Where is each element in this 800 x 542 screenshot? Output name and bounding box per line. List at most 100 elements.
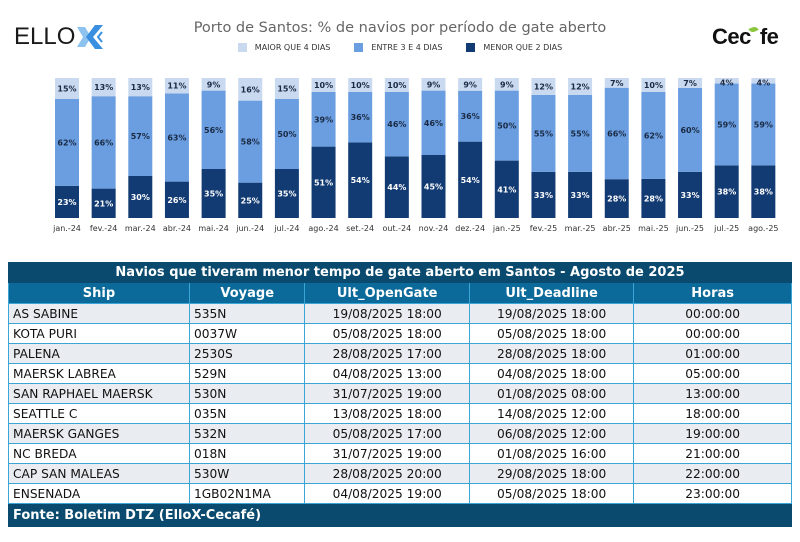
data-label-maior4-jan.-25: 9% [500,80,514,89]
bar-segment-maior4-nov.-24 [421,78,446,91]
x-tick-label-mar.-24: mar.-24 [125,224,156,233]
data-label-entre34-fev.-25: 55% [534,129,553,138]
cell-voyage: 530N [188,383,306,404]
x-tick-label-jun.-25: jun.-25 [675,224,704,233]
cecafe-logo-text-b: fe [759,24,779,49]
table-row: SEATTLE C 035N 13/08/2025 18:00 14/08/2025 … [8,403,792,424]
data-label-entre34-nov.-24: 46% [424,119,443,128]
cell-horas: 21:00:00 [633,443,792,464]
legend-item-entre34: ENTRE 3 E 4 DIAS [354,43,442,52]
cell-horas: 00:00:00 [633,303,792,324]
bar-segment-menor2-mai.-24 [201,169,226,218]
cell-horas: 05:00:00 [633,363,792,384]
x-tick-label-mai.-24: mai.-24 [198,224,229,233]
data-label-entre34-jun.-25: 60% [680,126,699,135]
table-row: CAP SAN MALEAS 530W 28/08/2025 20:00 29/08/… [8,463,792,484]
table-header-row: Ship Voyage Ult_OpenGate Ult_Deadline Horas [8,282,792,304]
x-tick-label-abr.-24: abr.-24 [163,224,191,233]
x-tick-label-jul.-25: jul.-25 [713,224,739,233]
bar-segment-menor2-jul.-24 [274,169,299,218]
bar-segment-maior4-set.-24 [348,78,373,92]
table-row: MAERSK GANGES 532N 05/08/2025 17:00 06/08/2… [8,423,792,444]
bar-segment-entre34-fev.-25 [531,94,556,172]
data-label-maior4-jul.-24: 15% [277,85,296,94]
bar-segment-maior4-mai.-24 [201,78,226,91]
data-label-menor2-abr.-24: 26% [167,196,186,205]
bar-segment-entre34-jan.-24 [55,99,79,186]
cell-voyage: 529N [188,363,306,384]
bar-segment-entre34-jan.-25 [494,90,519,161]
bar-segment-maior4-mar.-24 [128,78,153,97]
bar-segment-entre34-abr.-24 [164,93,189,182]
data-label-entre34-jul.-24: 50% [277,130,296,139]
data-label-maior4-fev.-24: 13% [94,83,113,92]
data-label-entre34-abr.-25: 66% [607,129,626,138]
data-label-maior4-nov.-24: 9% [427,80,441,89]
data-label-menor2-fev.-24: 21% [94,199,113,208]
bar-segment-entre34-jun.-24 [238,100,263,183]
x-tick-label-mar.-25: mar.-25 [565,224,596,233]
bar-segment-entre34-mai.-25 [641,92,666,179]
x-tick-label-set.-24: set.-24 [346,224,374,233]
data-label-menor2-dez.-24: 54% [461,176,480,185]
cell-ship: MAERSK LABREA [8,363,190,384]
bar-segment-menor2-set.-24 [348,142,373,218]
bar-segment-maior4-jul.-25 [714,78,739,84]
cell-ult-deadline: 01/08/2025 08:00 [468,383,635,404]
bar-segment-maior4-jun.-25 [678,78,703,88]
data-label-menor2-nov.-24: 45% [424,183,443,192]
table-row: AS SABINE 535N 19/08/2025 18:00 19/08/2025 … [8,303,792,324]
x-tick-label-mai.-25: mai.-25 [638,224,669,233]
bar-segment-maior4-ago.-24 [311,78,336,92]
data-label-menor2-jul.-25: 38% [717,188,736,197]
data-label-entre34-jun.-24: 58% [241,138,260,147]
data-label-menor2-mar.-25: 33% [571,191,590,200]
cell-ult-opengate: 31/07/2025 19:00 [304,443,470,464]
cell-ult-opengate: 28/08/2025 17:00 [304,343,470,364]
bar-segment-menor2-jul.-25 [714,165,739,218]
cell-ult-opengate: 13/08/2025 18:00 [304,403,470,424]
x-tick-label-nov.-24: nov.-24 [419,224,449,233]
data-label-menor2-jan.-24: 23% [57,198,76,207]
data-label-menor2-jun.-25: 33% [680,191,699,200]
bar-segment-entre34-jun.-25 [678,87,703,172]
bar-segment-maior4-jan.-25 [494,78,519,91]
cell-horas: 13:00:00 [633,383,792,404]
bar-segment-menor2-mai.-25 [641,178,666,218]
cell-horas: 19:00:00 [633,423,792,444]
data-label-menor2-set.-24: 54% [351,176,370,185]
table-row: KOTA PURI 0037W 05/08/2025 18:00 05/08/2025… [8,323,792,344]
cell-ult-deadline: 06/08/2025 12:00 [468,423,635,444]
data-label-entre34-out.-24: 46% [387,120,406,129]
bar-segment-entre34-mar.-24 [128,96,153,176]
legend-swatch-entre34 [354,43,364,52]
data-label-menor2-jan.-25: 41% [497,185,516,194]
data-label-maior4-jun.-24: 16% [241,85,260,94]
bar-segment-entre34-jul.-25 [714,83,739,166]
cell-ult-deadline: 05/08/2025 18:00 [468,483,635,504]
cell-voyage: 1GB02N1MA [188,483,306,504]
legend-item-menor2: MENOR QUE 2 DIAS [466,43,562,52]
legend-label-entre34: ENTRE 3 E 4 DIAS [371,43,443,52]
data-label-entre34-jan.-25: 50% [497,122,516,131]
data-label-maior4-ago.-25: 4% [757,79,771,88]
cell-ult-opengate: 31/07/2025 19:00 [304,383,470,404]
bar-segment-entre34-out.-24 [384,92,409,157]
bar-segment-menor2-mar.-24 [128,176,153,218]
x-tick-label-abr.-25: abr.-25 [603,224,631,233]
bar-segment-maior4-jan.-24 [55,78,79,99]
x-tick-label-jan.-24: jan.-24 [52,224,81,233]
data-label-entre34-mar.-25: 55% [571,129,590,138]
cell-ult-opengate: 04/08/2025 19:00 [304,483,470,504]
ellox-logo-text: ELLO [14,23,76,50]
cell-ship: PALENA [8,343,190,364]
data-label-maior4-mar.-24: 13% [131,83,150,92]
data-label-entre34-mai.-25: 62% [644,131,663,140]
cell-ult-deadline: 05/08/2025 18:00 [468,323,635,344]
bar-segment-menor2-mar.-25 [568,171,593,218]
legend-swatch-menor2 [466,43,476,52]
x-tick-label-ago.-24: ago.-24 [308,224,338,233]
bar-segment-menor2-dez.-24 [458,141,483,218]
bar-segment-menor2-abr.-24 [164,181,189,218]
bar-segment-maior4-jul.-24 [274,78,299,99]
